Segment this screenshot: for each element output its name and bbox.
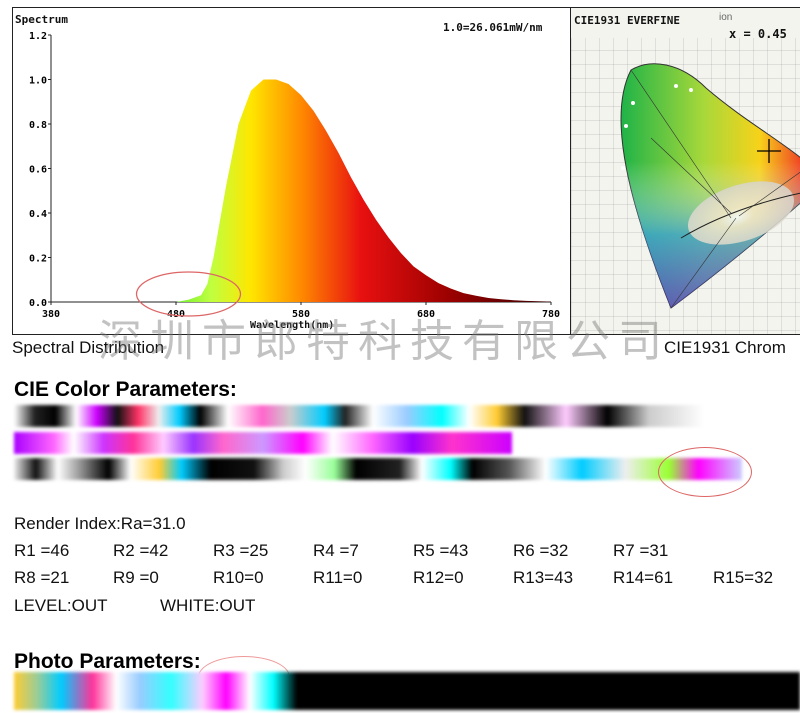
x-axis-label: Wavelength(nm) (250, 320, 335, 331)
cie-x-readout: x = 0.45 (729, 27, 787, 41)
y-tick-label: 0.2 (29, 254, 47, 265)
x-tick-label: 580 (292, 309, 310, 320)
render-value-r6: R6 =32 (513, 541, 569, 560)
render-value-r11: R11=0 (313, 568, 363, 587)
y-tick-label: 1.2 (29, 31, 47, 42)
render-value-r14: R14=61 (613, 568, 674, 587)
white-status: WHITE:OUT (160, 596, 256, 615)
render-value-r13: R13=43 (513, 568, 574, 587)
render-value-r12: R12=0 (413, 568, 464, 587)
spectrum-area (51, 79, 551, 302)
crosshair-icon (757, 139, 781, 163)
x-tick-label: 680 (417, 309, 435, 320)
cie-title: CIE1931 EVERFINE (574, 14, 680, 27)
x-tick-label: 480 (167, 309, 185, 320)
obscured-photo-row (14, 672, 800, 710)
scale-note: 1.0=26.061mW/nm (443, 21, 543, 34)
y-tick-label: 0.6 (29, 165, 47, 176)
y-tick-label: 0.8 (29, 120, 47, 131)
render-value-r5: R5 =43 (413, 541, 469, 560)
x-tick-label: 380 (42, 309, 60, 320)
render-value-r4: R4 =7 (313, 541, 359, 560)
spectrum-panel: 1.2 1.0 0.8 0.6 0.4 0.2 0.0 380 480 580 680 780 Spe… (12, 7, 572, 335)
level-status: LEVEL:OUT (14, 596, 108, 615)
render-value-r8: R8 =21 (14, 568, 70, 587)
render-value-r9: R9 =0 (113, 568, 159, 587)
obscured-row-2 (14, 432, 512, 454)
y-tick-label: 0.4 (29, 209, 47, 220)
render-value-r15: R15=32 (713, 568, 774, 587)
render-value-r1: R1 =46 (14, 541, 70, 560)
render-value-r10: R10=0 (213, 568, 264, 587)
obscured-row-1 (14, 405, 704, 427)
render-value-r3: R3 =25 (213, 541, 269, 560)
highlight-ellipse-params (658, 447, 752, 497)
cie-chart-panel: CIE1931 EVERFINE ion x = 0.45 (570, 7, 800, 335)
spectrum-title: Spectrum (15, 13, 68, 26)
render-index: Render Index:Ra=31.0 (14, 514, 186, 533)
obscured-row-3 (14, 458, 742, 480)
cie-caption: CIE1931 Chrom (664, 338, 786, 357)
spectrum-caption: Spectral Distribution (12, 338, 165, 357)
company-watermark: 深圳市郎特科技有限公司 (98, 316, 670, 367)
render-value-r2: R2 =42 (113, 541, 169, 560)
y-tick-label: 0.0 (29, 298, 47, 309)
render-value-r7: R7 =31 (613, 541, 669, 560)
highlight-ellipse-onset (135, 271, 242, 317)
cie-title-overlap: ion (719, 12, 733, 23)
x-tick-label: 780 (542, 309, 560, 320)
photo-params-title: Photo Parameters: (14, 650, 201, 673)
cie-diagram (571, 38, 800, 334)
y-tick-label: 1.0 (29, 76, 47, 87)
cie-params-title: CIE Color Parameters: (14, 378, 237, 401)
